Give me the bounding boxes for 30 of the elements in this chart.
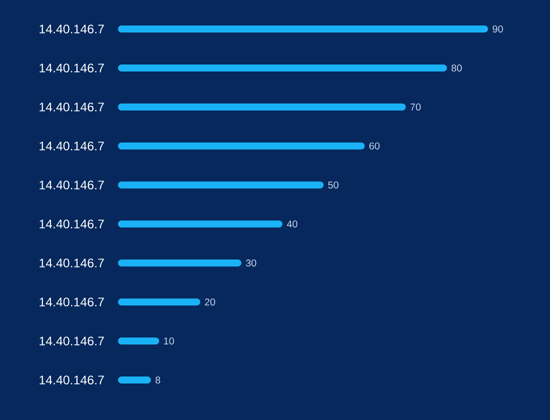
bar <box>118 182 324 188</box>
y-tick-label: 14.40.146.7 <box>40 298 104 306</box>
y-tick-label: 14.40.146.7 <box>40 180 104 190</box>
data-label: 90 <box>492 25 503 33</box>
y-tick-label: 14.40.146.7 <box>40 64 104 72</box>
bar <box>118 26 488 32</box>
bar <box>118 64 447 72</box>
y-tick-label: 14.40.146.7 <box>40 102 104 112</box>
data-label: 40 <box>286 220 298 228</box>
y-tick-label: 14.40.146.7 <box>40 142 104 150</box>
y-tick-label: 14.40.146.7 <box>40 258 104 268</box>
bar <box>118 220 282 228</box>
bar <box>118 260 242 267</box>
data-label: 80 <box>452 64 462 72</box>
data-label: 60 <box>369 142 380 150</box>
data-label: 20 <box>204 298 216 306</box>
data-label: 70 <box>410 103 421 111</box>
data-label: 8 <box>156 376 160 384</box>
y-tick-label: 14.40.146.7 <box>40 220 104 228</box>
y-tick-label: 14.40.146.7 <box>40 24 104 34</box>
data-label: 50 <box>328 181 338 189</box>
bar <box>118 338 160 345</box>
bar <box>118 298 200 306</box>
y-tick-label: 14.40.146.7 <box>40 376 104 384</box>
bar <box>118 376 151 384</box>
data-label: 10 <box>164 337 174 345</box>
bar <box>118 104 406 110</box>
y-tick-label: 14.40.146.7 <box>40 336 104 346</box>
bar <box>118 142 365 150</box>
data-label: 30 <box>246 259 256 267</box>
